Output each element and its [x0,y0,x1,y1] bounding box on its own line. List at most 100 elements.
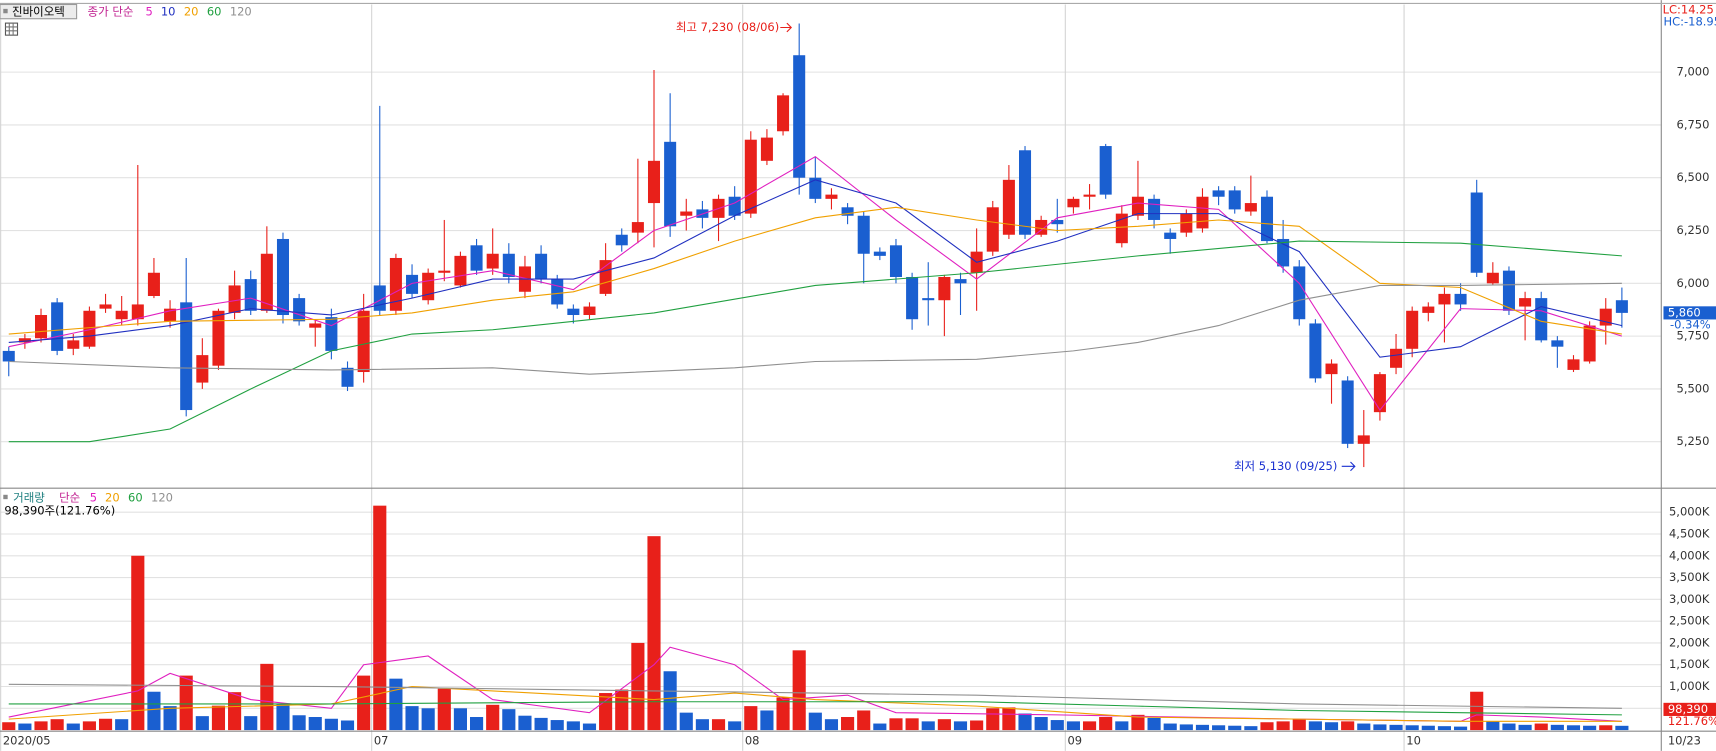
volume-bar [18,723,32,731]
candle-body [954,279,967,284]
candle-body [1148,198,1161,220]
candle-body [1131,196,1144,216]
candle-body [1567,359,1580,370]
volume-bar [921,721,935,731]
stock-name[interactable]: 진바이오텍 [12,5,65,19]
settings-icon-grid [5,23,18,36]
volume-bar [1502,723,1516,731]
moving-average-line [8,701,1622,716]
candle-body [1035,219,1048,235]
volume-bar [1518,724,1532,731]
candle-body [535,253,548,280]
candle-body [196,355,209,383]
candle-body [1341,380,1354,444]
volume-bar [131,555,145,731]
volume-bar [1260,722,1274,731]
volume-bar [1405,725,1419,731]
candle-body [1615,300,1628,313]
volume-bar [1341,721,1355,731]
candle-body [760,137,773,161]
volume-bar [889,718,903,731]
volume-bar [631,642,645,731]
lc-label: LC:14.25 [1663,2,1714,16]
volume-bar [1534,723,1548,731]
volume-bar [937,719,951,731]
volume-bar [663,671,677,731]
volume-bar [50,719,64,731]
candle-body [1583,325,1596,362]
volume-bar [1179,724,1193,731]
candle-body [1486,272,1499,284]
volume-bar [1292,719,1306,731]
candle-body [1002,179,1015,235]
volume-bar [437,688,451,731]
volume-bar [1486,721,1500,731]
candle-body [341,367,354,387]
candle-body [293,298,306,322]
volume-bar [1615,725,1629,731]
candle-body [1212,190,1225,197]
volume-bar [599,693,613,731]
y-tick-label: 5,000K [1669,505,1710,519]
volume-bar [1066,721,1080,731]
y-tick-label: 2,500K [1669,614,1710,628]
volume-bar [211,705,226,731]
candle-body [147,272,160,296]
moving-average-line [8,282,1622,375]
volume-bar [179,675,193,731]
candle-body [34,315,48,339]
volume-bar [1437,726,1452,731]
legend-entry: 10 [161,5,176,19]
candle-body [2,350,15,362]
candle-body [212,310,225,366]
candle-body [244,279,257,311]
candle-body [1180,213,1193,233]
moving-average-line [8,240,1622,443]
volume-bar [502,709,516,731]
y-tick-label: 4,500K [1669,526,1710,540]
candle-body [1390,348,1403,368]
candle-body [131,304,144,320]
candle-body [551,279,564,305]
candle-body [1551,340,1564,347]
y-tick-label: 3,500K [1669,570,1710,584]
candle-body [1519,298,1532,307]
volume-bar [970,720,984,731]
volume-bar [2,722,16,731]
volume-bar [1115,721,1129,731]
y-tick-label: 6,750 [1677,117,1710,131]
candle-body [906,276,919,320]
volume-bar [1099,717,1113,731]
candle-body [647,160,661,204]
volume-bar [260,663,274,731]
legend-entry: 60 [128,491,143,505]
volume-bar [486,704,500,731]
volume-bar [1357,723,1371,731]
volume-bar [873,723,887,731]
candle-body [325,317,338,351]
candle-body [599,260,612,294]
volume-bar [776,697,790,731]
candle-body [470,245,483,271]
volume-bar [744,706,758,731]
volume-ratio-label: 121.76% [1668,714,1716,728]
candle-body [1438,293,1451,305]
y-tick-label: 6,500 [1677,170,1710,184]
candle-body [99,304,112,309]
volume-bar [1212,725,1226,731]
volume-bar [1228,725,1242,731]
volume-bar [195,716,209,731]
x-tick-label: 10/23 [1668,734,1701,748]
candle-body [1422,306,1435,313]
settings-icon[interactable] [4,22,19,36]
volume-bar [808,712,822,731]
stock-name-box[interactable] [0,3,78,20]
hc-label: HC:-18.95 [1663,15,1716,29]
y-tick-label: 3,000K [1669,592,1710,606]
candle-body [1083,194,1096,197]
last-price-label: 5,860 [1668,305,1701,319]
volume-bar [1082,721,1097,731]
y-tick-label: 1,500K [1669,657,1710,671]
candle-body [1164,232,1177,239]
